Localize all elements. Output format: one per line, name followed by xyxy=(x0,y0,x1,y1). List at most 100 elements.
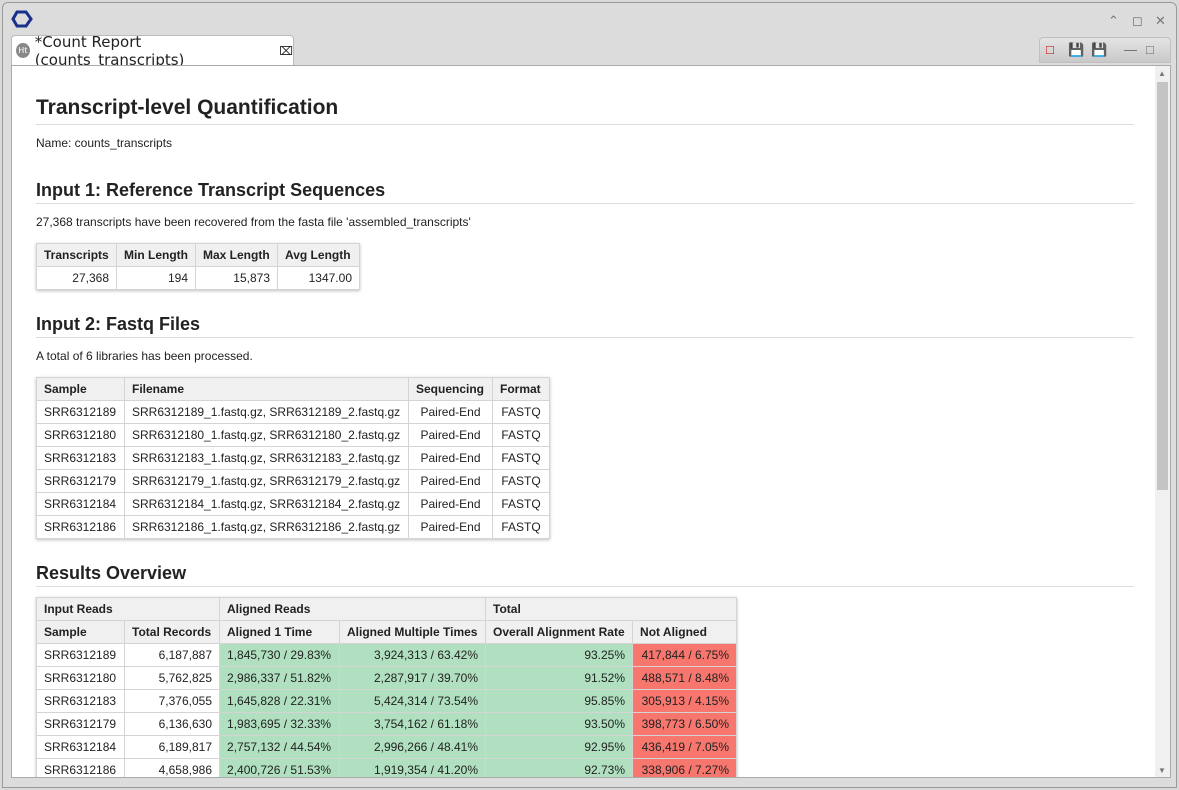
close-tab-icon[interactable]: ⌧ xyxy=(279,43,293,58)
close-window-icon[interactable]: ✕ xyxy=(1155,13,1166,28)
maximize-view-icon[interactable]: □ xyxy=(1146,42,1154,57)
column-header: Sequencing xyxy=(408,377,493,401)
header-row: Sample Total Records Aligned 1 Time Aligned… xyxy=(36,620,738,644)
table-cell: 95.85% xyxy=(485,689,634,713)
app-logo-icon xyxy=(11,10,33,28)
fastq-files-table: Sample Filename Sequencing Format SRR6312189… xyxy=(36,377,550,539)
table-cell: Paired-End xyxy=(408,423,493,447)
table-cell: 7,376,055 xyxy=(123,689,221,713)
table-cell: Paired-End xyxy=(408,515,493,539)
table-cell: 6,189,817 xyxy=(123,735,221,759)
minimize-window-icon[interactable]: ⌃ xyxy=(1108,13,1119,28)
page-title: Transcript-level Quantification xyxy=(36,96,1134,125)
table-cell: 1347.00 xyxy=(277,266,360,290)
table-row: SRR6312180 5,762,825 2,986,337 / 51.82% 2,2… xyxy=(36,666,738,690)
minimize-view-icon[interactable]: — xyxy=(1124,42,1137,57)
table-cell: SRR6312180 xyxy=(36,666,125,690)
scrollbar-thumb[interactable] xyxy=(1157,82,1168,490)
table-cell: 92.73% xyxy=(485,758,634,777)
table-cell: 91.52% xyxy=(485,666,634,690)
table-cell: 1,845,730 / 29.83% xyxy=(219,643,341,667)
table-cell: FASTQ xyxy=(492,515,550,539)
table-cell: 2,986,337 / 51.82% xyxy=(219,666,341,690)
table-cell: SRR6312183 xyxy=(36,446,125,470)
table-cell: SRR6312179 xyxy=(36,469,125,493)
table-cell: 194 xyxy=(116,266,196,290)
table-cell: 2,287,917 / 39.70% xyxy=(339,666,487,690)
save-as-icon[interactable]: 💾 xyxy=(1091,42,1108,57)
table-row: 27,368 194 15,873 1347.00 xyxy=(36,266,360,290)
table-row: SRR6312184 SRR6312184_1.fastq.gz, SRR6312… xyxy=(36,492,550,516)
header-row: Transcripts Min Length Max Length Avg Lengt… xyxy=(36,243,360,267)
table-cell: 6,136,630 xyxy=(123,712,221,736)
table-cell: SRR6312184 xyxy=(36,735,125,759)
editor-toolbar: □ 💾 💾 — □ xyxy=(1039,37,1171,63)
maximize-window-icon[interactable]: ◻ xyxy=(1132,13,1143,28)
column-header: Filename xyxy=(124,377,409,401)
table-row: SRR6312186 SRR6312186_1.fastq.gz, SRR6312… xyxy=(36,515,550,539)
table-row: SRR6312179 6,136,630 1,983,695 / 32.33% 3,7… xyxy=(36,712,738,736)
column-header: Format xyxy=(492,377,550,401)
table-cell: Paired-End xyxy=(408,446,493,470)
column-header: Min Length xyxy=(116,243,196,267)
input2-heading: Input 2: Fastq Files xyxy=(36,314,1134,338)
table-row: SRR6312189 SRR6312189_1.fastq.gz, SRR6312… xyxy=(36,400,550,424)
column-header: Not Aligned xyxy=(632,620,738,644)
table-cell: 93.50% xyxy=(485,712,634,736)
table-cell: 1,983,695 / 32.33% xyxy=(219,712,341,736)
table-row: SRR6312184 6,189,817 2,757,132 / 44.54% 2,9… xyxy=(36,735,738,759)
table-cell: 2,400,726 / 51.53% xyxy=(219,758,341,777)
export-pdf-icon[interactable]: □ xyxy=(1046,42,1054,57)
table-cell: FASTQ xyxy=(492,446,550,470)
column-header: Sample xyxy=(36,377,125,401)
table-cell: 93.25% xyxy=(485,643,634,667)
column-header: Total Records xyxy=(123,620,221,644)
report-view: Transcript-level Quantification Name: co… xyxy=(11,65,1171,778)
group-header: Total xyxy=(485,597,738,621)
table-cell: 1,645,828 / 22.31% xyxy=(219,689,341,713)
results-heading: Results Overview xyxy=(36,563,1134,587)
column-header: Transcripts xyxy=(36,243,117,267)
table-row: SRR6312179 SRR6312179_1.fastq.gz, SRR6312… xyxy=(36,469,550,493)
table-row: SRR6312180 SRR6312180_1.fastq.gz, SRR6312… xyxy=(36,423,550,447)
save-icon[interactable]: 💾 xyxy=(1068,42,1085,57)
table-cell: 27,368 xyxy=(36,266,117,290)
table-cell: SRR6312180 xyxy=(36,423,125,447)
table-cell: Paired-End xyxy=(408,469,493,493)
table-cell: 3,924,313 / 63.42% xyxy=(339,643,487,667)
table-cell: 6,187,887 xyxy=(123,643,221,667)
table-cell: SRR6312180_1.fastq.gz, SRR6312180_2.fast… xyxy=(124,423,409,447)
input2-summary: A total of 6 libraries has been processe… xyxy=(36,349,253,363)
tab-title: *Count Report (counts_transcripts) xyxy=(34,32,185,69)
input1-heading: Input 1: Reference Transcript Sequences xyxy=(36,180,1134,204)
input1-summary: 27,368 transcripts have been recovered f… xyxy=(36,215,471,229)
table-cell: 2,996,266 / 48.41% xyxy=(339,735,487,759)
transcripts-table: Transcripts Min Length Max Length Avg Lengt… xyxy=(36,243,360,290)
scroll-down-icon[interactable]: ▼ xyxy=(1158,766,1166,775)
table-cell: SRR6312189 xyxy=(36,643,125,667)
table-cell: SRR6312186 xyxy=(36,515,125,539)
table-cell: 436,419 / 7.05% xyxy=(632,735,738,759)
table-cell: SRR6312189 xyxy=(36,400,125,424)
table-cell: Paired-End xyxy=(408,492,493,516)
table-cell: SRR6312179 xyxy=(36,712,125,736)
scroll-up-icon[interactable]: ▲ xyxy=(1158,69,1166,78)
table-cell: SRR6312186 xyxy=(36,758,125,777)
group-header-row: Input Reads Aligned Reads Total xyxy=(35,597,738,621)
vertical-scrollbar[interactable]: ▲ ▼ xyxy=(1155,66,1170,777)
table-row: SRR6312183 SRR6312183_1.fastq.gz, SRR6312… xyxy=(36,446,550,470)
table-row: SRR6312183 7,376,055 1,645,828 / 22.31% 5,4… xyxy=(36,689,738,713)
column-header: Aligned Multiple Times xyxy=(339,620,487,644)
header-row: Sample Filename Sequencing Format xyxy=(36,377,550,401)
table-cell: SRR6312183_1.fastq.gz, SRR6312183_2.fast… xyxy=(124,446,409,470)
tab-count-report[interactable]: Ht *Count Report (counts_transcripts) ⌧ xyxy=(11,33,294,69)
table-cell: SRR6312184_1.fastq.gz, SRR6312184_2.fast… xyxy=(124,492,409,516)
table-cell: SRR6312189_1.fastq.gz, SRR6312189_2.fast… xyxy=(124,400,409,424)
table-cell: 338,906 / 7.27% xyxy=(632,758,738,777)
table-row: SRR6312189 6,187,887 1,845,730 / 29.83% 3,9… xyxy=(36,643,738,667)
table-cell: 5,762,825 xyxy=(123,666,221,690)
table-cell: 417,844 / 6.75% xyxy=(632,643,738,667)
group-header: Aligned Reads xyxy=(219,597,487,621)
table-cell: FASTQ xyxy=(492,423,550,447)
